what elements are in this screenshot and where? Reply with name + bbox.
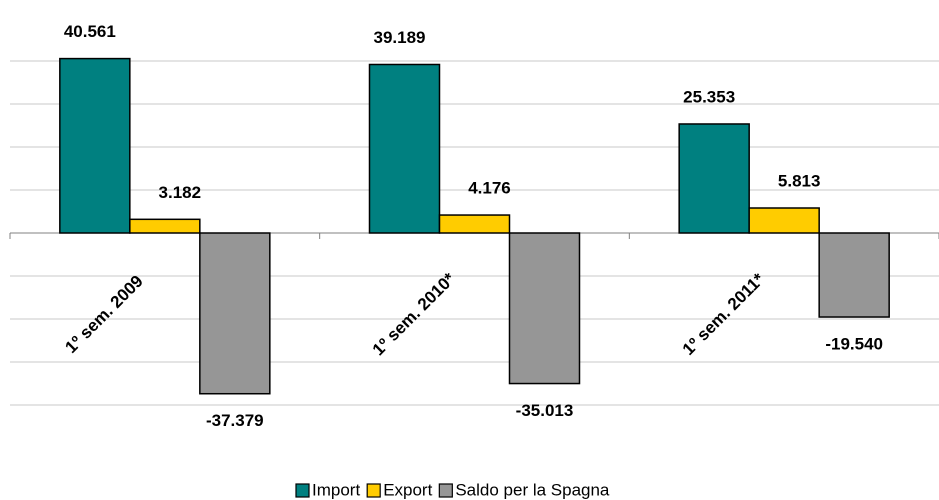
x-tick-label: 1º sem. 2009 bbox=[61, 272, 146, 357]
data-label: 4.176 bbox=[468, 179, 511, 198]
bar bbox=[438, 214, 511, 234]
x-tick-label: 1º sem. 2010* bbox=[369, 269, 459, 359]
bar bbox=[508, 232, 581, 385]
legend-label: Saldo per la Spagna bbox=[455, 480, 610, 499]
data-label: 40.561 bbox=[64, 22, 116, 41]
data-label: 5.813 bbox=[778, 171, 821, 190]
bar bbox=[129, 218, 201, 234]
data-label: -35.013 bbox=[516, 401, 574, 420]
legend: Import Export Saldo per la Spagna bbox=[295, 480, 610, 499]
bar bbox=[59, 57, 131, 234]
legend-label: Export bbox=[383, 480, 432, 499]
bar bbox=[678, 123, 750, 234]
bar bbox=[368, 63, 441, 234]
data-label: 25.353 bbox=[683, 87, 735, 106]
bar bbox=[748, 207, 820, 234]
data-label: -19.540 bbox=[825, 335, 883, 354]
bar bbox=[818, 232, 890, 318]
data-label: 3.182 bbox=[159, 183, 202, 202]
legend-swatch bbox=[295, 483, 310, 498]
legend-label: Import bbox=[312, 480, 360, 499]
legend-swatch bbox=[438, 483, 453, 498]
data-label: 39.189 bbox=[374, 28, 426, 47]
data-label: -37.379 bbox=[206, 411, 264, 430]
x-tick-label: 1º sem. 2011* bbox=[679, 269, 769, 359]
legend-swatch bbox=[366, 483, 381, 498]
bar bbox=[199, 232, 271, 395]
